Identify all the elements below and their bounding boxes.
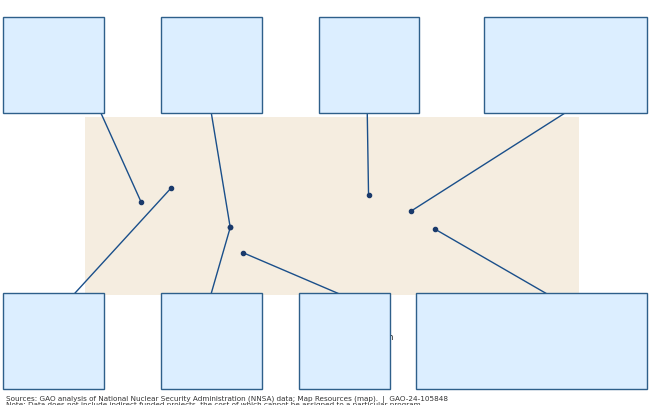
Text: Minor construction:: Minor construction: [7,59,92,68]
Text: 64 projects, $512 million: 64 projects, $512 million [165,355,260,364]
Text: and other locations): and other locations) [165,335,253,344]
Text: Minor construction:: Minor construction: [303,323,388,332]
Text: other locations): other locations) [7,335,76,344]
Text: Savannah River Site: Savannah River Site [420,301,507,310]
Text: Security Campus: Security Campus [322,37,395,46]
Text: Laboratories: Laboratories [165,312,220,321]
Text: (Albuquerque, NM,: (Albuquerque, NM, [165,324,247,333]
Text: (Mercury, NV, and: (Mercury, NV, and [7,324,85,333]
Text: Sandia National: Sandia National [165,301,234,310]
Text: 48 projects, $376 million: 48 projects, $376 million [165,68,261,77]
Text: (Kansas City, MO): (Kansas City, MO) [322,48,399,57]
Text: 43 projects, $319 million: 43 projects, $319 million [7,355,103,364]
Text: (Livermore, CA): (Livermore, CA) [7,48,75,57]
Text: (Oak Ridge, TN): (Oak Ridge, TN) [488,48,557,57]
Text: Los Alamos National: Los Alamos National [165,26,254,34]
Text: Nevada National: Nevada National [7,301,79,310]
Text: Y-12 National: Y-12 National [488,26,545,34]
Text: 22 projects, $194 million: 22 projects, $194 million [420,333,515,341]
Text: Minor construction:: Minor construction: [7,345,92,354]
Text: (Los Alamos, NM): (Los Alamos, NM) [165,48,240,57]
Text: Minor construction:: Minor construction: [322,59,408,68]
Text: Minor construction:: Minor construction: [488,59,573,68]
Text: Sources: GAO analysis of National Nuclear Security Administration (NNSA) data; M: Sources: GAO analysis of National Nuclea… [6,395,448,402]
Text: Minor construction:: Minor construction: [420,323,505,332]
Text: Minor construction:: Minor construction: [165,59,250,68]
Text: Security Complex: Security Complex [488,37,564,46]
Text: 10 projects, $93 million: 10 projects, $93 million [303,333,393,341]
Text: Laboratory: Laboratory [165,37,213,46]
Text: Pantex Plant: Pantex Plant [303,301,358,310]
Text: (Amarillo, TX): (Amarillo, TX) [303,312,363,321]
Text: 64 projects, $591 million: 64 projects, $591 million [7,68,103,77]
Text: (Aiken, SC): (Aiken, SC) [420,312,467,321]
Text: Note: Data does not include indirect funded projects, the cost of which cannot b: Note: Data does not include indirect fun… [6,401,423,405]
Text: 28 projects, $147 million: 28 projects, $147 million [322,68,417,77]
Text: National Laboratory: National Laboratory [7,37,94,46]
Text: Kansas City National: Kansas City National [322,26,412,34]
Text: Lawrence Livermore: Lawrence Livermore [7,26,95,34]
Text: Security Site: Security Site [7,312,62,321]
Text: 43 projects, $295 million: 43 projects, $295 million [488,68,584,77]
Text: Minor construction:: Minor construction: [165,345,250,354]
